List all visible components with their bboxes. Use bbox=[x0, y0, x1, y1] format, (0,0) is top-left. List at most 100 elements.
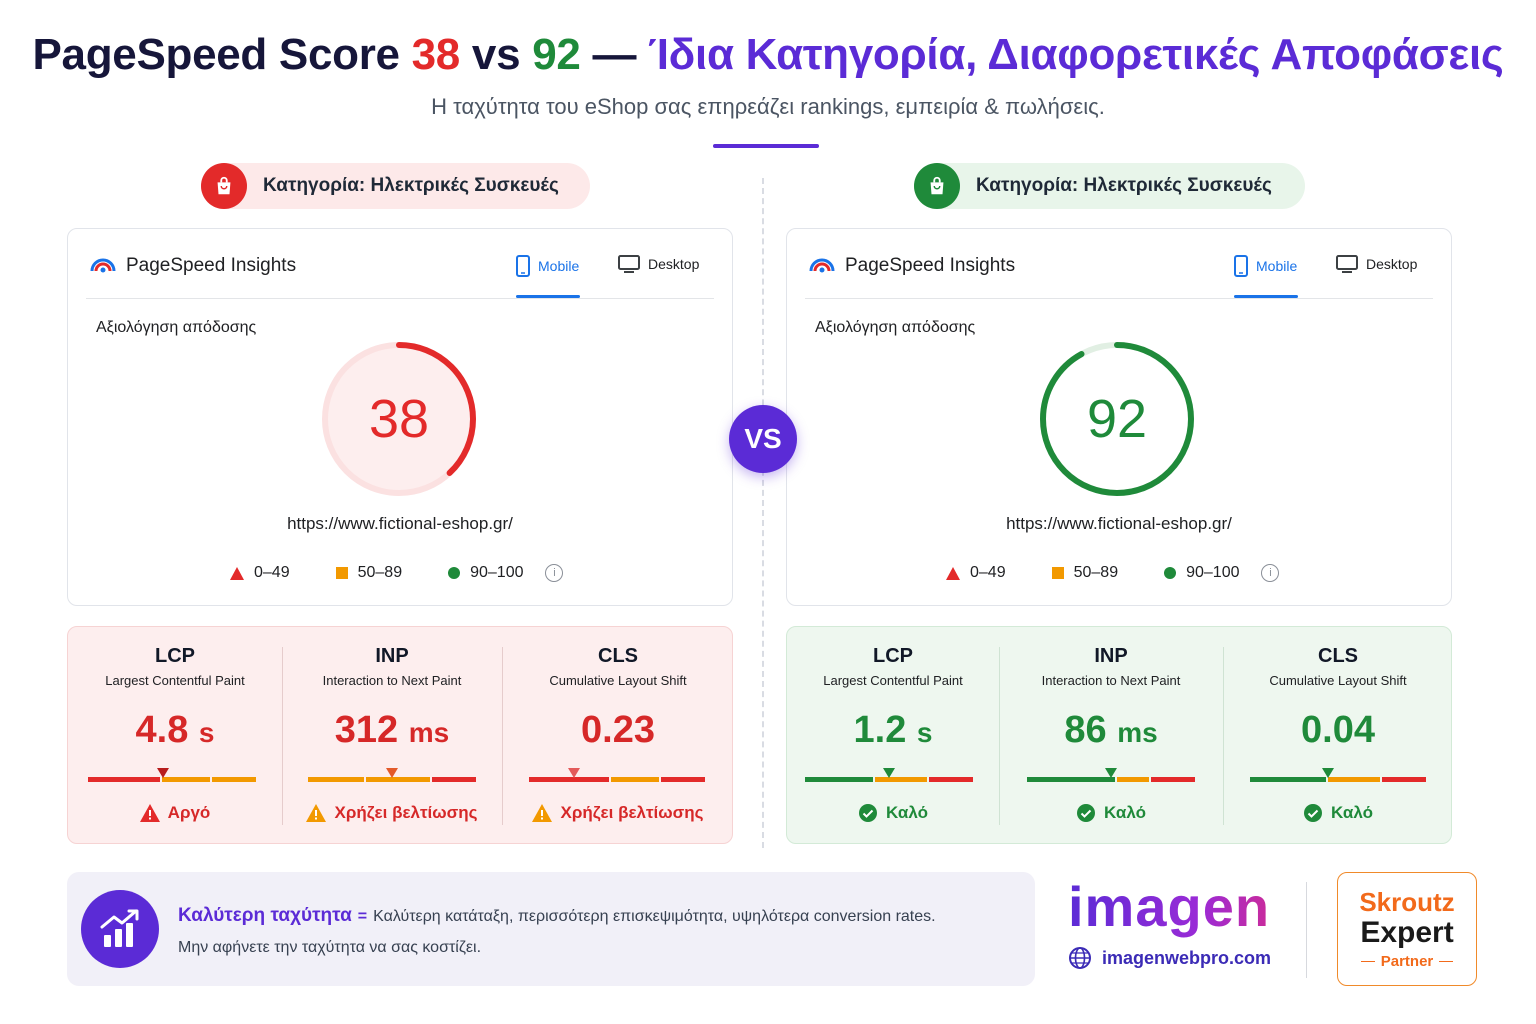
metric-abbr: LCP bbox=[873, 645, 913, 667]
tab-desktop[interactable]: Desktop bbox=[618, 255, 699, 273]
performance-label: Αξιολόγηση απόδοσης bbox=[96, 319, 257, 336]
callout-text: Καλύτερη κατάταξη, περισσότερη επισκεψιμ… bbox=[373, 908, 936, 925]
warning-icon bbox=[306, 804, 327, 822]
title-dash: — bbox=[580, 30, 649, 79]
metric-status-label: Χρήζει βελτίωσης bbox=[334, 803, 478, 822]
brand-website[interactable]: imagenwebpro.com bbox=[1068, 946, 1288, 970]
badge-line-1: Skroutz bbox=[1359, 887, 1455, 917]
tab-mobile[interactable]: Mobile bbox=[1234, 255, 1297, 277]
score-value: 38 bbox=[368, 389, 430, 449]
legend-label: 0–49 bbox=[970, 564, 1006, 581]
metric-lcp: LCP Largest Contentful Paint 4.8 s Αργό bbox=[68, 627, 282, 845]
metric-unit: ms bbox=[408, 717, 450, 748]
card-divider bbox=[805, 298, 1433, 299]
metric-status-label: Αργό bbox=[167, 803, 211, 822]
category-label: Κατηγορία: Ηλεκτρικές Συσκευές bbox=[263, 175, 559, 196]
score-legend: 0–49 50–89 90–100 i bbox=[946, 564, 1280, 582]
title-score-left: 38 bbox=[411, 30, 461, 79]
metric-divider bbox=[999, 647, 1000, 825]
metric-number: 0.04 bbox=[1301, 709, 1375, 751]
bar-chart-growth-icon bbox=[81, 890, 159, 968]
score-legend: 0–49 50–89 90–100 i bbox=[230, 564, 564, 582]
metric-divider bbox=[502, 647, 503, 825]
monitor-icon bbox=[618, 255, 640, 273]
metric-full-name: Interaction to Next Paint bbox=[1041, 673, 1181, 688]
triangle-icon bbox=[230, 566, 244, 580]
threshold-marker bbox=[1105, 768, 1117, 778]
tab-mobile-label: Mobile bbox=[1256, 258, 1298, 274]
threshold-marker bbox=[1322, 768, 1334, 778]
tab-active-indicator bbox=[1234, 295, 1298, 298]
info-icon[interactable]: i bbox=[545, 564, 564, 582]
speed-callout: Καλύτερη ταχύτητα = Καλύτερη κατάταξη, περ… bbox=[67, 872, 1035, 986]
callout-line-2: Μην αφήνετε την ταχύτητα να σας κοστίζει… bbox=[178, 939, 482, 956]
card-divider bbox=[86, 298, 714, 299]
tested-url: https://www.fictional-eshop.gr/ bbox=[1006, 514, 1232, 533]
metric-status-label: Καλό bbox=[886, 803, 928, 822]
metric-value: 312 ms bbox=[282, 709, 502, 752]
category-label: Κατηγορία: Ηλεκτρικές Συσκευές bbox=[976, 175, 1272, 196]
card-header: PageSpeed Insights bbox=[809, 253, 1015, 279]
gauge-arc bbox=[322, 342, 476, 496]
metric-status: Χρήζει βελτίωσης bbox=[502, 803, 734, 823]
metric-inp: INP Interaction to Next Paint 86 ms Καλό bbox=[999, 627, 1223, 845]
core-web-vitals-right: LCP Largest Contentful Paint 1.2 s Καλό … bbox=[786, 626, 1452, 844]
metric-abbr: LCP bbox=[155, 645, 195, 667]
brand-website-label: imagenwebpro.com bbox=[1102, 947, 1272, 968]
threshold-marker bbox=[568, 768, 580, 778]
title-score-right: 92 bbox=[532, 30, 581, 79]
vs-badge: VS bbox=[729, 405, 797, 473]
callout-highlight: Καλύτερη ταχύτητα bbox=[178, 905, 352, 926]
metric-status-label: Καλό bbox=[1331, 803, 1373, 822]
legend-label: 50–89 bbox=[1073, 564, 1119, 581]
metric-number: 4.8 bbox=[135, 709, 189, 751]
metric-full-name: Largest Contentful Paint bbox=[823, 673, 963, 688]
shopping-bag-icon bbox=[201, 163, 247, 209]
callout-equals: = bbox=[357, 908, 368, 925]
threshold-bar bbox=[805, 777, 973, 782]
check-circle-icon bbox=[859, 804, 878, 822]
threshold-bar bbox=[1250, 777, 1426, 782]
center-divider bbox=[762, 178, 764, 848]
performance-label: Αξιολόγηση απόδοσης bbox=[815, 319, 976, 336]
metric-abbr: CLS bbox=[1318, 645, 1358, 667]
legend-good: 90–100 bbox=[1164, 564, 1239, 582]
title-prefix: PageSpeed Score bbox=[32, 30, 412, 79]
metric-number: 1.2 bbox=[853, 709, 907, 751]
tab-mobile[interactable]: Mobile bbox=[516, 255, 579, 277]
badge-line-2: Expert bbox=[1360, 916, 1454, 949]
circle-icon bbox=[448, 567, 461, 579]
tested-url: https://www.fictional-eshop.gr/ bbox=[287, 514, 513, 533]
warning-icon bbox=[139, 804, 160, 822]
tool-name: PageSpeed Insights bbox=[845, 255, 1016, 276]
threshold-marker bbox=[883, 768, 895, 778]
threshold-bar bbox=[1027, 777, 1195, 782]
info-icon[interactable]: i bbox=[1261, 564, 1280, 582]
square-icon bbox=[335, 567, 348, 579]
page-subtitle: Η ταχύτητα του eShop σας επηρεάζει ranki… bbox=[431, 94, 1105, 119]
metric-divider bbox=[282, 647, 283, 825]
legend-label: 90–100 bbox=[1186, 564, 1240, 581]
metric-cls: CLS Cumulative Layout Shift 0.23 Χρήζει … bbox=[502, 627, 734, 845]
threshold-marker bbox=[386, 768, 398, 778]
metric-value: 4.8 s bbox=[68, 709, 282, 752]
tab-desktop[interactable]: Desktop bbox=[1336, 255, 1417, 273]
shopping-bag-icon bbox=[914, 163, 960, 209]
tab-desktop-label: Desktop bbox=[648, 256, 700, 272]
metric-full-name: Interaction to Next Paint bbox=[322, 673, 462, 688]
metric-abbr: CLS bbox=[598, 645, 638, 667]
legend-average: 50–89 bbox=[1051, 564, 1119, 582]
category-pill-left: Κατηγορία: Ηλεκτρικές Συσκευές bbox=[201, 163, 590, 209]
title-suffix: Ίδια Κατηγορία, Διαφορετικές Αποφάσεις bbox=[648, 30, 1504, 79]
brand-separator bbox=[1306, 882, 1307, 978]
metric-value: 0.23 bbox=[502, 709, 734, 752]
gauge-arc bbox=[1040, 342, 1194, 496]
metric-status-label: Χρήζει βελτίωσης bbox=[560, 803, 704, 822]
metric-full-name: Largest Contentful Paint bbox=[105, 673, 245, 688]
metric-unit: ms bbox=[1117, 717, 1158, 748]
metric-full-name: Cumulative Layout Shift bbox=[549, 673, 687, 688]
monitor-icon bbox=[1336, 255, 1358, 273]
legend-label: 90–100 bbox=[470, 564, 524, 581]
badge-line-3: Partner bbox=[1338, 953, 1476, 970]
metric-unit: s bbox=[916, 717, 933, 748]
